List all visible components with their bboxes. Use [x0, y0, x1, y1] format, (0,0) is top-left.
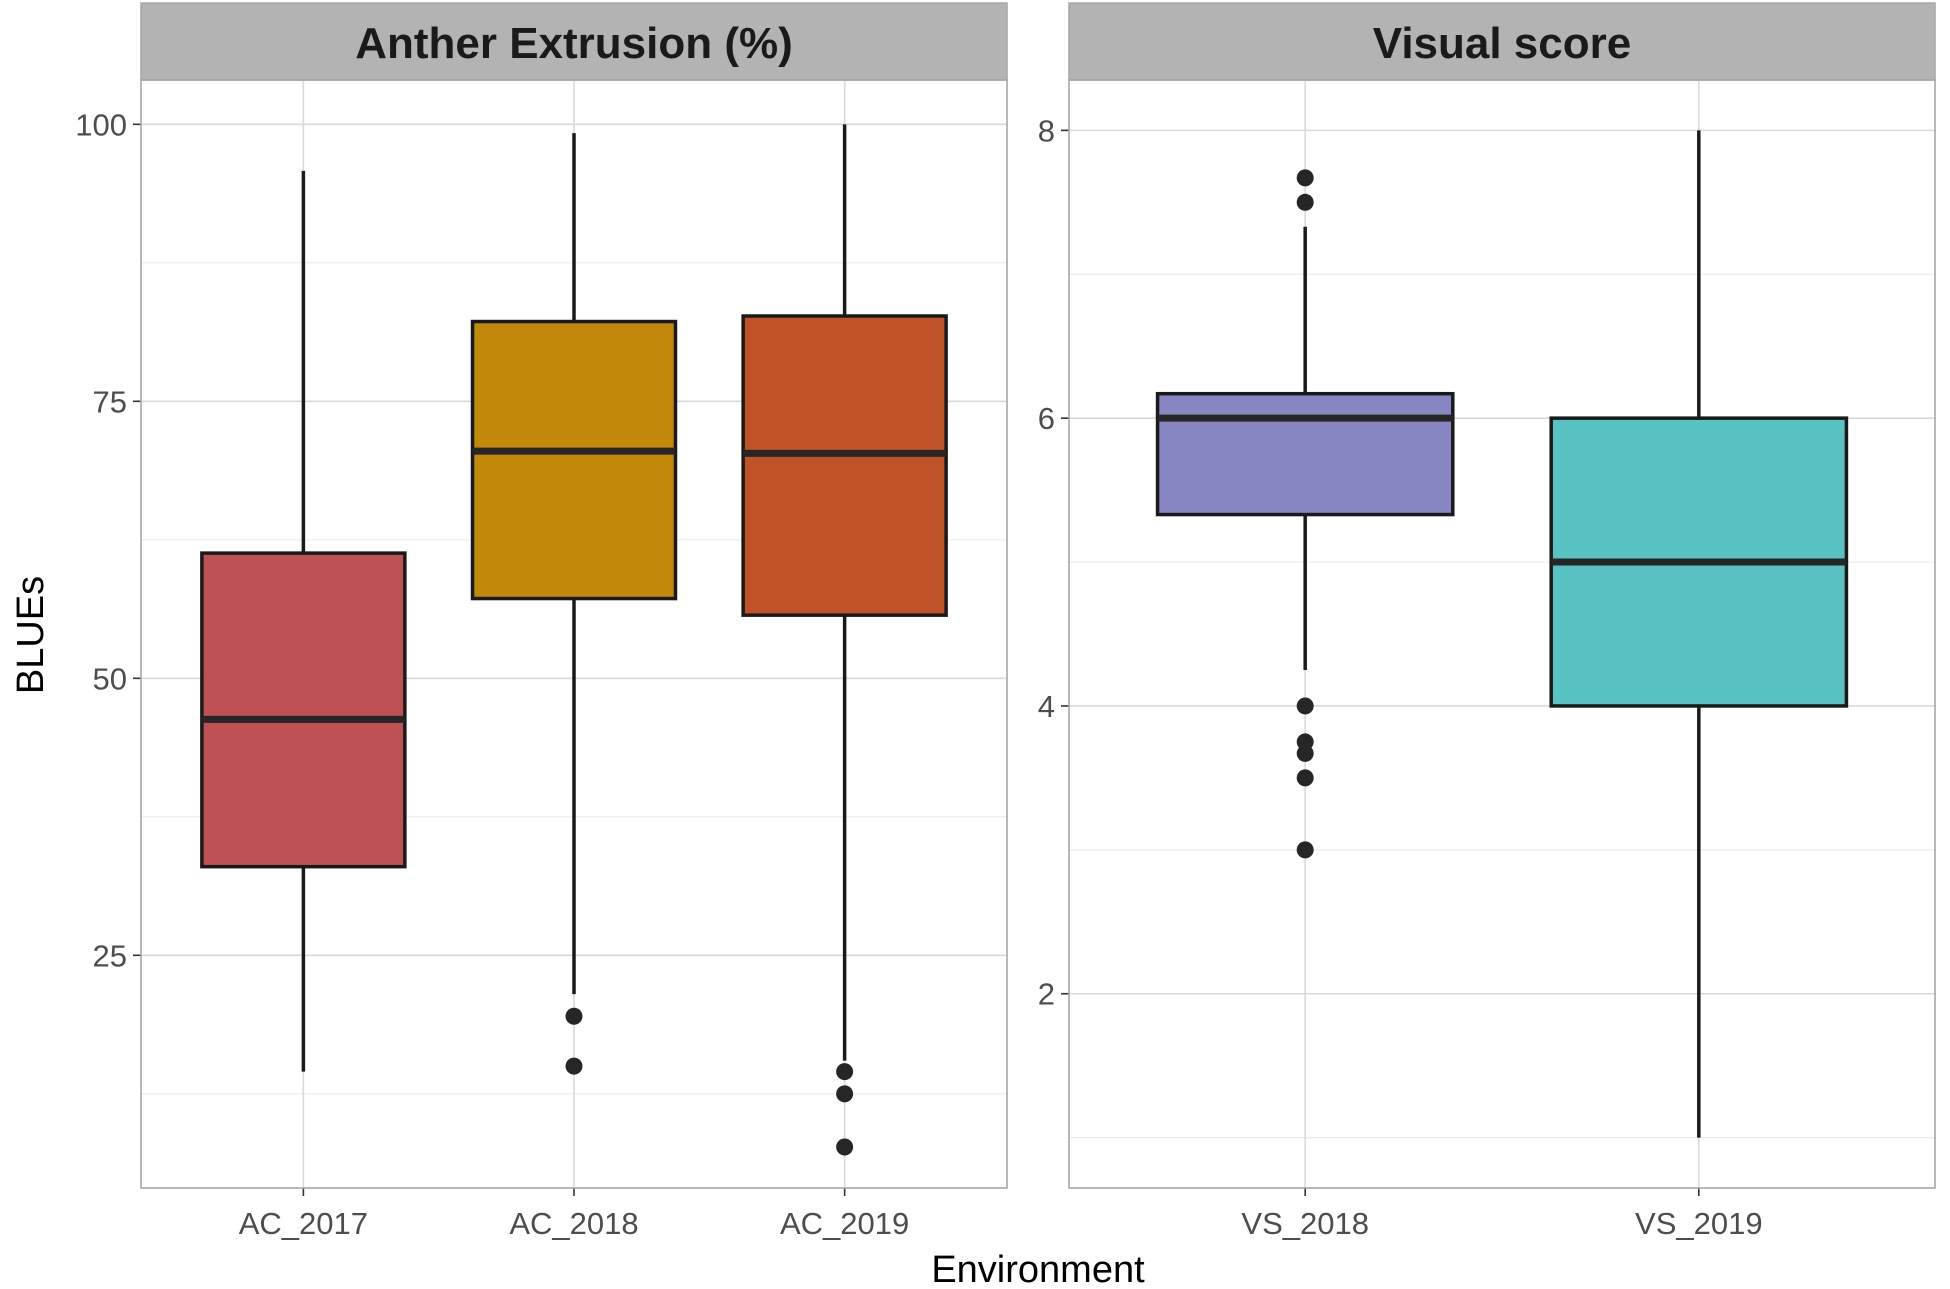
panel1-y-tick-label: 50	[93, 661, 127, 696]
panel2-strip-background	[1068, 2, 1936, 81]
panel2-strip-title: Visual score	[1373, 19, 1631, 68]
panel2-y-tick-label: 8	[1038, 113, 1055, 148]
panel2-y-tick-label: 6	[1038, 401, 1055, 436]
ac-2017-box	[200, 551, 407, 869]
panel1-strip-title: Anther Extrusion (%)	[355, 19, 793, 68]
vs-2018-outlier-point	[1296, 744, 1314, 762]
ac-2018-outlier-point	[565, 1057, 583, 1075]
vs-2018-outlier-point	[1296, 169, 1314, 187]
panel1-y-tick-label: 75	[93, 384, 127, 419]
ac-2019-box	[741, 314, 948, 617]
panel1-y-tick-label: 100	[75, 107, 127, 142]
panel2-y-tick-label: 4	[1038, 689, 1055, 724]
ac-2019-outlier-point	[836, 1138, 854, 1156]
ac-2018-box	[470, 319, 678, 601]
panel1-y-tick-label: 25	[93, 938, 127, 973]
ac-2019-outlier-point	[836, 1063, 854, 1081]
ac-2019-x-tick-label: AC_2019	[780, 1206, 909, 1241]
panel2-panel-border	[1068, 79, 1936, 1189]
vs-2018-outlier-point	[1296, 841, 1314, 859]
vs-2018-outlier-point	[1296, 769, 1314, 787]
panel1-strip-background	[140, 2, 1008, 81]
ac-2017-x-tick-label: AC_2017	[239, 1206, 368, 1241]
vs-2019-x-tick-label: VS_2019	[1635, 1206, 1763, 1241]
panels-layer: Anther Extrusion (%) 25 50 75 100 AC_2017 AC_2…	[75, 2, 1936, 1241]
vs-2018-box	[1155, 391, 1455, 517]
ac-2019-outlier-point	[836, 1085, 854, 1103]
vs-2018-x-tick-label: VS_2018	[1241, 1206, 1369, 1241]
ac-2018-x-tick-label: AC_2018	[509, 1206, 638, 1241]
y-axis-title: BLUEs	[10, 576, 52, 694]
panel1-panel-border	[140, 79, 1008, 1189]
ac-2018-outlier-point	[565, 1007, 583, 1025]
vs-2018-outlier-point	[1296, 193, 1314, 211]
panel2-y-tick-label: 2	[1038, 977, 1055, 1012]
x-axis-title: Environment	[931, 1249, 1145, 1289]
vs-2018-outlier-point	[1296, 697, 1314, 715]
